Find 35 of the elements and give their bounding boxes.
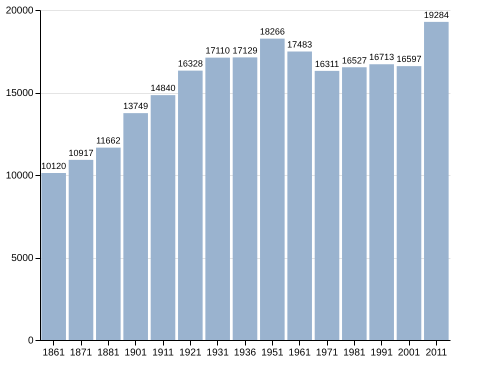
x-tick-label: 1911	[152, 348, 174, 358]
data-label: 18266	[260, 26, 285, 37]
data-label: 19284	[424, 10, 449, 20]
x-tick-label: 1861	[42, 348, 66, 358]
data-label: 17110	[205, 46, 230, 56]
x-tick-label: 1931	[206, 348, 230, 358]
data-label: 16328	[178, 58, 203, 69]
y-tick-label: 5000	[11, 253, 34, 264]
x-tick-label: 1981	[343, 348, 366, 358]
data-label: 16597	[396, 54, 422, 64]
y-tick-label: 15000	[6, 88, 34, 99]
x-tick-label: 1921	[179, 348, 202, 358]
x-tick-label: 1951	[261, 348, 284, 358]
x-tick-label: 1881	[97, 348, 120, 358]
x-tick-label: 1971	[316, 348, 339, 358]
y-tick-label: 20000	[6, 6, 34, 16]
x-tick-label: 1991	[370, 348, 394, 358]
data-label: 17129	[232, 45, 258, 56]
data-label: 14840	[150, 83, 176, 94]
data-label: 11662	[96, 136, 121, 146]
data-label: 13749	[123, 101, 148, 112]
data-label: 16311	[314, 58, 340, 69]
x-tick-label: 1871	[70, 348, 93, 358]
x-tick-label: 1961	[288, 348, 312, 358]
y-tick-label: 0	[28, 336, 34, 346]
x-tick-label: 1936	[234, 348, 257, 358]
x-tick-label: 2001	[398, 348, 421, 358]
x-tick-label: 1901	[124, 348, 148, 358]
data-label: 10917	[68, 148, 94, 158]
y-tick-label: 10000	[6, 170, 34, 182]
data-label: 16713	[369, 52, 394, 62]
data-label: 17483	[287, 40, 312, 50]
x-tick-label: 2011	[426, 348, 448, 358]
data-label: 16527	[342, 55, 367, 66]
data-label: 10120	[41, 161, 66, 172]
